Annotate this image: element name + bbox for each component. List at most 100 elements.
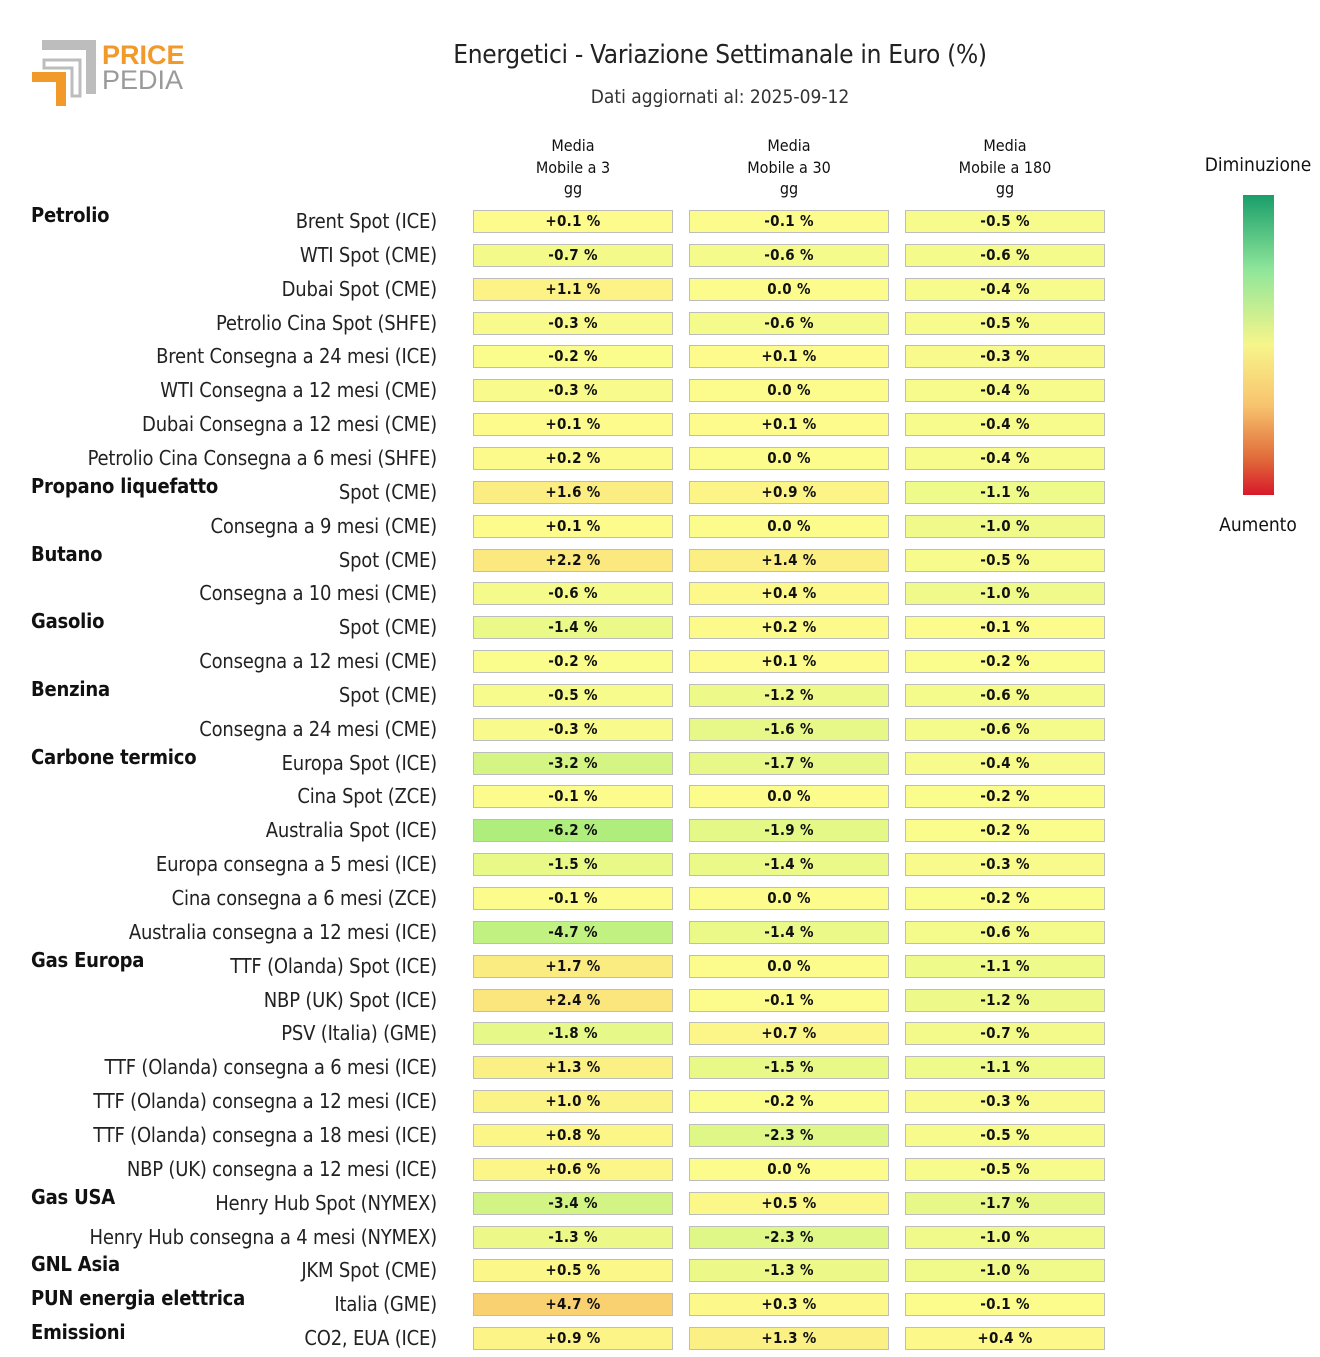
heatmap-cell: -0.2 % xyxy=(905,650,1105,674)
group-label: Emissioni xyxy=(31,1320,126,1345)
heatmap-cell: 0.0 % xyxy=(689,379,889,403)
group-label: PUN energia elettrica xyxy=(31,1286,246,1311)
heatmap-cell: -0.6 % xyxy=(905,683,1105,707)
heatmap-cell: -0.3 % xyxy=(473,379,673,403)
row-label: WTI Consegna a 12 mesi (CME) xyxy=(160,378,437,403)
heatmap-cell: -1.3 % xyxy=(473,1225,673,1249)
heatmap-cell: -1.0 % xyxy=(905,582,1105,606)
heatmap-cell: -0.4 % xyxy=(905,413,1105,437)
heatmap-cell: -1.2 % xyxy=(689,683,889,707)
group-label: Gasolio xyxy=(31,609,105,634)
heatmap-cell: -1.5 % xyxy=(473,853,673,877)
heatmap-cell: +2.2 % xyxy=(473,548,673,572)
heatmap-cell: 0.0 % xyxy=(689,277,889,301)
heatmap-cell: +1.4 % xyxy=(689,548,889,572)
heatmap-cell: +1.3 % xyxy=(473,1056,673,1080)
row-label: Europa consegna a 5 mesi (ICE) xyxy=(155,852,437,877)
row-label: JKM Spot (CME) xyxy=(301,1258,437,1283)
heatmap-cell: -1.4 % xyxy=(689,853,889,877)
column-header: Media Mobile a 180 gg xyxy=(958,136,1052,198)
row-label: Henry Hub Spot (NYMEX) xyxy=(215,1190,437,1215)
heatmap-cell: -1.0 % xyxy=(905,514,1105,538)
heatmap-cell: +0.9 % xyxy=(689,480,889,504)
row-label: Brent Spot (ICE) xyxy=(295,209,437,233)
heatmap-cell: +0.2 % xyxy=(689,616,889,640)
heatmap-cell: -0.2 % xyxy=(689,1090,889,1114)
heatmap-cell: -0.5 % xyxy=(905,1157,1105,1181)
heatmap-cell: +0.8 % xyxy=(473,1123,673,1147)
row-label: Consegna a 9 mesi (CME) xyxy=(210,513,438,538)
heatmap-cell: -0.1 % xyxy=(689,988,889,1012)
heatmap-cell: +0.4 % xyxy=(905,1327,1105,1351)
chart-subtitle: Dati aggiornati al: 2025-09-12 xyxy=(590,86,850,108)
heatmap-cell: +4.7 % xyxy=(473,1293,673,1317)
group-label: Carbone termico xyxy=(31,744,197,769)
heatmap-cell: -0.6 % xyxy=(905,920,1105,944)
heatmap-cell: -0.3 % xyxy=(905,853,1105,877)
heatmap-cell: +0.6 % xyxy=(473,1157,673,1181)
heatmap-cell: -1.7 % xyxy=(689,751,889,775)
heatmap-cell: -1.1 % xyxy=(905,480,1105,504)
heatmap-cell: -0.6 % xyxy=(689,311,889,335)
heatmap-cell: +0.1 % xyxy=(473,210,673,233)
row-label: Consegna a 10 mesi (CME) xyxy=(199,581,437,606)
row-label: Dubai Spot (CME) xyxy=(281,276,438,301)
heatmap-cell: -0.4 % xyxy=(905,446,1105,470)
heatmap-cell: -0.2 % xyxy=(905,887,1105,910)
group-label: Benzina xyxy=(31,676,110,701)
group-label: Gas Europa xyxy=(31,947,145,972)
row-label: Brent Consegna a 24 mesi (ICE) xyxy=(156,344,437,369)
heatmap-cell: +0.4 % xyxy=(689,582,889,606)
group-label: Butano xyxy=(31,541,103,566)
group-label: Gas USA xyxy=(31,1184,115,1209)
heatmap-cell: -1.8 % xyxy=(473,1022,673,1046)
heatmap-cell: +0.5 % xyxy=(689,1191,889,1215)
heatmap-cell: -0.5 % xyxy=(905,311,1105,335)
heatmap-cell: -0.1 % xyxy=(689,210,889,233)
heatmap-cell: +0.1 % xyxy=(689,413,889,437)
row-label: TTF (Olanda) consegna a 12 mesi (ICE) xyxy=(93,1089,437,1114)
row-label: NBP (UK) consegna a 12 mesi (ICE) xyxy=(126,1156,437,1181)
heatmap-cell: -0.1 % xyxy=(473,887,673,910)
heatmap-cell: +0.1 % xyxy=(473,514,673,538)
row-label: NBP (UK) Spot (ICE) xyxy=(263,987,437,1012)
heatmap-cell: -1.9 % xyxy=(689,819,889,843)
heatmap-cell: -4.7 % xyxy=(473,920,673,944)
row-label: Consegna a 12 mesi (CME) xyxy=(199,649,437,674)
heatmap-cell: +1.1 % xyxy=(473,277,673,301)
heatmap-cell: -0.2 % xyxy=(473,345,673,369)
heatmap-cell: -0.6 % xyxy=(473,582,673,606)
heatmap-cell: 0.0 % xyxy=(689,785,889,809)
row-label: Australia Spot (ICE) xyxy=(265,818,437,843)
pricepedia-logo: PRICE PEDIA xyxy=(30,38,190,110)
row-label: Henry Hub consegna a 4 mesi (NYMEX) xyxy=(89,1224,438,1249)
heatmap-cell: +0.5 % xyxy=(473,1259,673,1283)
legend-top-label: Diminuzione xyxy=(1204,154,1312,176)
heatmap-cell: 0.0 % xyxy=(689,514,889,538)
svg-text:PRICE: PRICE xyxy=(102,40,185,70)
heatmap-cell: -1.5 % xyxy=(689,1056,889,1080)
heatmap-cell: -0.5 % xyxy=(905,210,1105,233)
heatmap-cell: -0.2 % xyxy=(905,819,1105,843)
heatmap-cell: 0.0 % xyxy=(689,954,889,978)
heatmap-cell: -1.2 % xyxy=(905,988,1105,1012)
heatmap-cell: -0.3 % xyxy=(473,717,673,741)
row-label: Europa Spot (ICE) xyxy=(281,750,438,775)
heatmap-cell: 0.0 % xyxy=(689,887,889,910)
heatmap-cell: -1.6 % xyxy=(689,717,889,741)
row-label: Cina consegna a 6 mesi (ZCE) xyxy=(171,886,438,910)
heatmap-cell: +1.0 % xyxy=(473,1090,673,1114)
heatmap-cell: -0.2 % xyxy=(905,785,1105,809)
heatmap-cell: +1.6 % xyxy=(473,480,673,504)
legend-bottom-label: Aumento xyxy=(1219,514,1297,536)
row-label: TTF (Olanda) consegna a 18 mesi (ICE) xyxy=(93,1122,437,1147)
heatmap-cell: 0.0 % xyxy=(689,446,889,470)
heatmap-cell: -0.6 % xyxy=(905,243,1105,267)
row-label: Spot (CME) xyxy=(338,479,437,504)
svg-text:PEDIA: PEDIA xyxy=(102,65,183,95)
row-label: PSV (Italia) (GME) xyxy=(281,1021,437,1046)
row-label: CO2, EUA (ICE) xyxy=(304,1326,437,1351)
heatmap-cell: -6.2 % xyxy=(473,819,673,843)
row-label: Spot (CME) xyxy=(338,547,437,572)
heatmap-cell: -0.4 % xyxy=(905,277,1105,301)
